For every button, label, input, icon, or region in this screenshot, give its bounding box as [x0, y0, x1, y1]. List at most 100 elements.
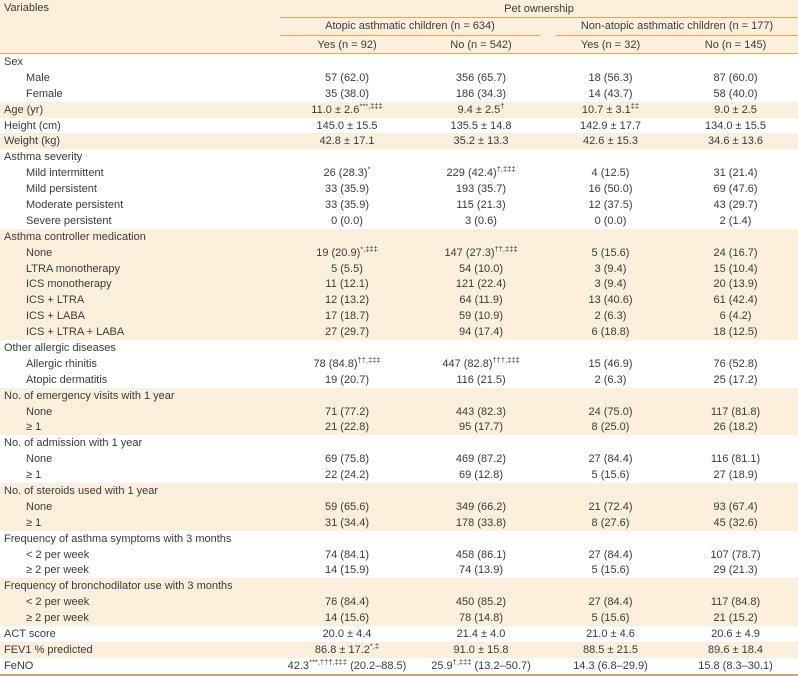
row-label: FeNO	[4, 659, 34, 672]
cell: 87 (60.0)	[713, 71, 758, 84]
row-label: Mild intermittent	[26, 167, 104, 180]
section-row: Frequency of bronchodilator use with 3 m…	[0, 578, 798, 595]
table-row: Mild persistent 33 (35.9) 193 (35.7) 16 (50…	[0, 181, 798, 198]
cell: 18 (56.3)	[588, 71, 633, 84]
cell: 135.5 ± 14.8	[450, 119, 512, 132]
cell: 178 (33.8)	[455, 516, 507, 529]
cell: 10.7 ± 3.1‡‡	[581, 101, 640, 116]
cell: 6 (18.8)	[591, 326, 630, 339]
cell: 26 (18.2)	[713, 421, 758, 434]
cell: 57 (62.0)	[324, 71, 370, 84]
table-row: FeNO 42.3***,†††,‡‡‡ (20.2–88.5) 25.9†,‡‡‡…	[0, 657, 798, 675]
section-label: Sex	[4, 55, 23, 68]
cell: 24 (16.7)	[713, 246, 758, 259]
cell: 31 (34.4)	[324, 516, 370, 529]
cell: 356 (65.7)	[455, 71, 507, 84]
cell: 27 (84.4)	[588, 453, 633, 466]
cell: 107 (78.7)	[710, 548, 761, 561]
cell: 69 (47.6)	[713, 183, 758, 196]
section-label: No. of admission with 1 year	[4, 437, 143, 450]
cell: 18 (12.5)	[713, 326, 758, 339]
cell: 11.0 ± 2.6***,‡‡‡	[311, 101, 383, 116]
cell: 20 (13.9)	[713, 278, 758, 291]
table-row: Severe persistent 0 (0.0) 3 (0.6) 0 (0.0) 2 …	[0, 212, 798, 229]
cell: 20.6 ± 4.9	[711, 628, 760, 640]
section-row: Asthma controller medication	[0, 228, 798, 245]
cell: 0 (0.0)	[594, 214, 627, 227]
cell: 13 (40.6)	[588, 294, 633, 307]
cell: 4 (12.5)	[591, 167, 630, 180]
row-label: Mild persistent	[26, 183, 97, 196]
cell: 19 (20.9)*,‡‡‡	[316, 244, 378, 259]
cell: 61 (42.4)	[713, 294, 758, 307]
cell: 54 (10.0)	[458, 262, 504, 275]
cell: 0 (0.0)	[331, 214, 363, 227]
cell: 450 (85.2)	[455, 596, 507, 609]
column-header-atopic-yes: Yes (n = 92)	[280, 36, 414, 54]
table-row: ACT score 20.0 ± 4.4 21.4 ± 4.0 21.0 ± 4.6 2…	[0, 626, 798, 642]
cell: 27 (18.9)	[713, 469, 758, 482]
variables-header: Variables	[0, 0, 280, 54]
cell: 117 (84.8)	[710, 596, 761, 609]
table-row: ≥ 1 22 (24.2) 69 (12.8) 5 (15.6) 27 (18.9)	[0, 467, 798, 484]
table-row: None 19 (20.9)*,‡‡‡ 147 (27.3)††,‡‡‡ 5 (15.…	[0, 244, 798, 261]
cell: 78 (14.8)	[458, 612, 504, 625]
section-label: Asthma controller medication	[4, 230, 146, 243]
section-row: No. of steroids used with 1 year	[0, 483, 798, 499]
cell: 121 (22.4)	[455, 278, 507, 291]
cell: 21.4 ± 4.0	[456, 628, 506, 640]
cell: 25 (17.2)	[713, 373, 758, 386]
row-label: FEV1 % predicted	[4, 643, 93, 656]
section-label: No. of steroids used with 1 year	[4, 484, 159, 497]
cell: 76 (52.8)	[713, 357, 758, 370]
table-body: Sex Male 57 (62.0) 356 (65.7) 18 (56.3) 87 (6…	[0, 53, 798, 675]
row-label: Male	[26, 71, 50, 84]
table-row: None 69 (75.8) 469 (87.2) 27 (84.4) 116 (81.…	[0, 451, 798, 468]
cell: 8 (25.0)	[591, 421, 630, 434]
table-row: FEV1 % predicted 86.8 ± 17.2*,‡ 91.0 ± 15.…	[0, 641, 798, 658]
section-label: Other allergic diseases	[4, 341, 116, 354]
cell: 16 (50.0)	[588, 183, 633, 196]
cell: 3 (0.6)	[465, 214, 497, 227]
section-label: Frequency of asthma symptoms with 3 mont…	[4, 532, 232, 545]
cell: 19 (20.7)	[324, 373, 370, 386]
cell: 43 (29.7)	[713, 198, 758, 211]
cell: 21 (15.2)	[713, 612, 758, 625]
row-label: Height (cm)	[4, 119, 61, 132]
cell: 14.3 (6.8–29.9)	[573, 659, 648, 672]
column-header-nonatopic-no: No (n = 145)	[673, 36, 798, 54]
cell: 74 (13.9)	[458, 564, 504, 577]
cell: 89.6 ± 18.4	[708, 643, 763, 656]
row-label: ≥ 1	[26, 516, 42, 529]
cell: 142.9 ± 17.7	[579, 119, 642, 132]
cell: 20.0 ± 4.4	[322, 628, 372, 640]
cell: 71 (77.2)	[324, 405, 370, 418]
row-label: ICS + LABA	[26, 310, 86, 323]
cell: 27 (29.7)	[324, 326, 370, 339]
cell: 35.2 ± 13.3	[453, 135, 509, 148]
section-label: Frequency of bronchodilator use with 3 m…	[4, 580, 233, 593]
cell: 145.0 ± 15.5	[316, 119, 378, 132]
table-row: Male 57 (62.0) 356 (65.7) 18 (56.3) 87 (60.0…	[0, 69, 798, 86]
row-label: < 2 per week	[26, 596, 90, 609]
cell: 35 (38.0)	[324, 87, 370, 100]
cell: 31 (21.4)	[713, 167, 758, 180]
cell: 95 (17.7)	[458, 421, 504, 434]
section-row: Asthma severity	[0, 149, 798, 166]
cell: 447 (82.8)†††,‡‡‡	[442, 355, 520, 370]
cell: 21 (22.8)	[324, 421, 370, 434]
cell: 134.0 ± 15.5	[704, 119, 767, 132]
cell: 186 (34.3)	[455, 87, 507, 100]
cell: 2 (6.3)	[594, 310, 627, 323]
table-row: ≥ 1 31 (34.4) 178 (33.8) 8 (27.6) 45 (32.6)	[0, 514, 798, 531]
table-row: LTRA monotherapy 5 (5.5) 54 (10.0) 3 (9.4) 1…	[0, 260, 798, 277]
cell: 5 (15.6)	[591, 246, 630, 259]
cell: 15.8 (8.3–30.1)	[698, 659, 773, 672]
section-row: Sex	[0, 53, 798, 70]
cell: 15 (10.4)	[713, 262, 758, 275]
cell: 88.5 ± 21.5	[583, 643, 638, 656]
row-label: Weight (kg)	[4, 135, 61, 148]
cell: 458 (86.1)	[455, 548, 507, 561]
table-row: None 59 (65.6) 349 (66.2) 21 (72.4) 93 (67.4…	[0, 498, 798, 515]
cell: 33 (35.9)	[324, 198, 370, 211]
